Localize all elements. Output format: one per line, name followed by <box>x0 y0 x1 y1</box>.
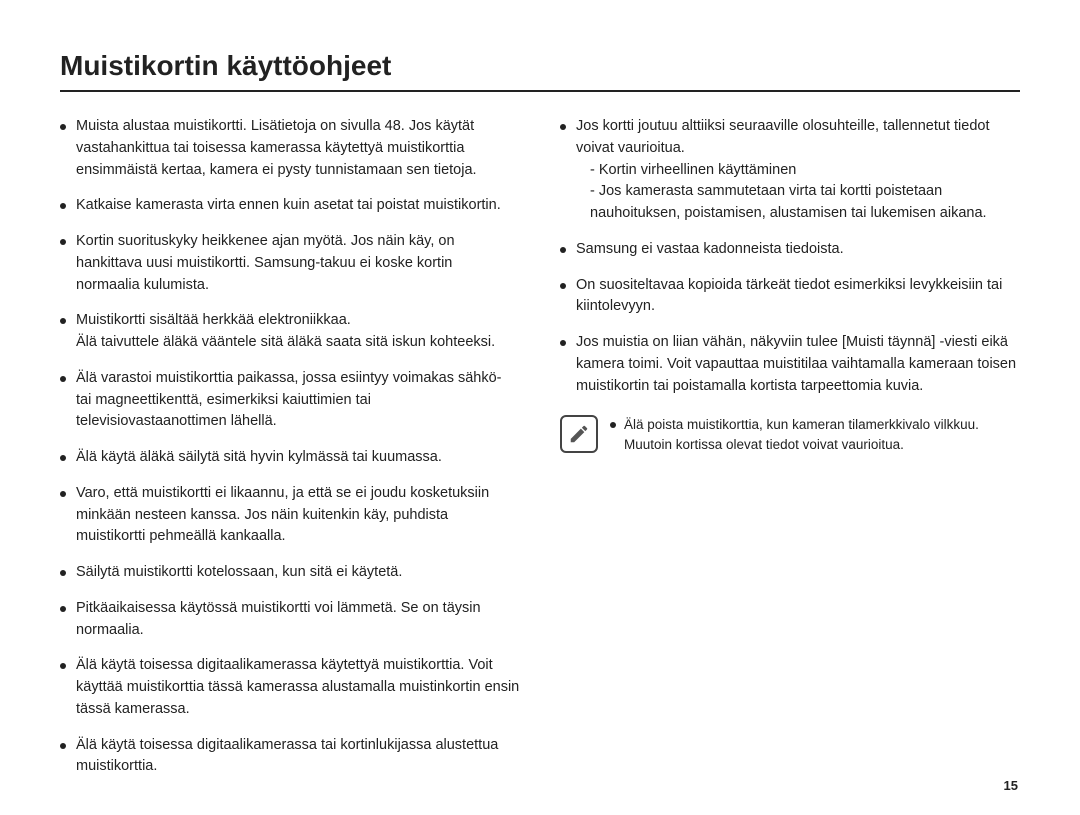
list-item: Varo, että muistikortti ei likaannu, ja … <box>60 483 520 548</box>
note-box: Älä poista muistikorttia, kun kameran ti… <box>560 415 1020 454</box>
left-bullet-list: Muista alustaa muistikortti. Lisätietoja… <box>60 116 520 778</box>
list-item: Älä käytä äläkä säilytä sitä hyvin kylmä… <box>60 447 520 469</box>
list-item: Jos muistia on liian vähän, näkyviin tul… <box>560 332 1020 397</box>
sub-item: - Jos kamerasta sammutetaan virta tai ko… <box>576 181 1020 225</box>
page-title: Muistikortin käyttöohjeet <box>60 50 1020 92</box>
list-item: Älä käytä toisessa digitaalikamerassa ta… <box>60 735 520 779</box>
list-item: Muista alustaa muistikortti. Lisätietoja… <box>60 116 520 181</box>
manual-page: Muistikortin käyttöohjeet Muista alustaa… <box>0 0 1080 815</box>
page-number: 15 <box>1004 778 1018 793</box>
list-item: Pitkäaikaisessa käytössä muistikortti vo… <box>60 598 520 642</box>
content-columns: Muista alustaa muistikortti. Lisätietoja… <box>60 116 1020 792</box>
pencil-icon <box>560 415 598 453</box>
list-item: Kortin suorituskyky heikkenee ajan myötä… <box>60 231 520 296</box>
note-text: Älä poista muistikorttia, kun kameran ti… <box>610 415 1020 454</box>
list-item: Älä käytä toisessa digitaalikamerassa kä… <box>60 655 520 720</box>
sub-item: - Kortin virheellinen käyttäminen <box>576 160 1020 182</box>
list-item: On suositeltavaa kopioida tärkeät tiedot… <box>560 275 1020 319</box>
list-item: Muistikortti sisältää herkkää elektronii… <box>60 310 520 354</box>
left-column: Muista alustaa muistikortti. Lisätietoja… <box>60 116 520 792</box>
list-item: Älä varastoi muistikorttia paikassa, jos… <box>60 368 520 433</box>
right-column: Jos kortti joutuu alttiiksi seuraaville … <box>560 116 1020 792</box>
right-bullet-list: Jos kortti joutuu alttiiksi seuraaville … <box>560 116 1020 397</box>
list-item: Samsung ei vastaa kadonneista tiedoista. <box>560 239 1020 261</box>
pencil-icon-svg <box>568 423 590 445</box>
list-item: Katkaise kamerasta virta ennen kuin aset… <box>60 195 520 217</box>
list-item: Säilytä muistikortti kotelossaan, kun si… <box>60 562 520 584</box>
list-item: Jos kortti joutuu alttiiksi seuraaville … <box>560 116 1020 225</box>
